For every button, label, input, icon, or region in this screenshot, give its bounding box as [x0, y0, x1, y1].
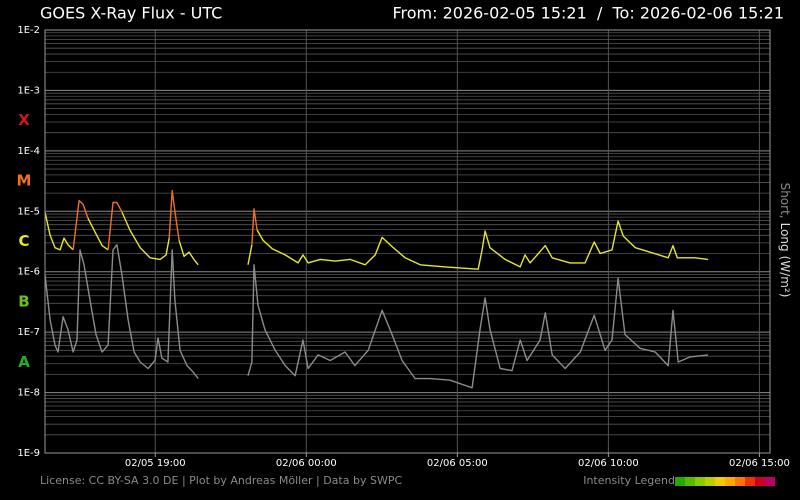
flux-line [107, 201, 123, 250]
intensity-swatch [675, 477, 685, 486]
flux-line [121, 211, 170, 261]
y-tick-label: 1E-5 [17, 206, 40, 217]
axis-label: Short, Long (W/m²) [779, 183, 793, 298]
intensity-swatch [755, 477, 765, 486]
flux-class-label: B [18, 292, 29, 310]
x-tick-label: 02/05 19:00 [125, 458, 186, 469]
intensity-swatch [705, 477, 715, 486]
flux-line [72, 199, 89, 250]
flux-line [87, 217, 109, 251]
legend-short: Short [779, 183, 793, 215]
legend-long: Long [779, 223, 793, 252]
axis-label-separator: , [779, 215, 793, 219]
flux-class-label: M [17, 172, 32, 190]
y-tick-label: 1E-6 [17, 267, 40, 278]
plot-lines [44, 189, 709, 389]
y-tick-label: 1E-4 [17, 146, 40, 157]
flux-line [44, 244, 199, 380]
intensity-swatch [725, 477, 735, 486]
flux-line [247, 244, 253, 265]
intensity-legend-label: Intensity Legend [583, 474, 675, 487]
y-tick-label: 1E-7 [17, 327, 40, 338]
flux-line [247, 264, 709, 389]
intensity-swatch [685, 477, 695, 486]
chart-title: GOES X-Ray Flux - UTC [40, 4, 222, 23]
x-tick-label: 02/06 05:00 [427, 458, 488, 469]
intensity-swatch [745, 477, 755, 486]
flux-line [168, 189, 180, 241]
intensity-swatch [695, 477, 705, 486]
y-tick-label: 1E-3 [17, 85, 40, 96]
intensity-swatch [765, 477, 775, 486]
x-tick-label: 02/06 15:00 [729, 458, 790, 469]
y-tick-label: 1E-8 [17, 388, 40, 399]
flux-class-label: X [18, 111, 30, 129]
x-tick-label: 02/06 10:00 [578, 458, 639, 469]
plot-frame [44, 29, 771, 454]
intensity-swatch [715, 477, 725, 486]
flux-class-label: A [18, 353, 30, 371]
flux-line [251, 208, 258, 245]
flux-class-label: C [18, 232, 29, 250]
intensity-swatch [735, 477, 745, 486]
flux-line [178, 240, 199, 266]
y-tick-label: 1E-2 [17, 25, 40, 36]
time-range: From: 2026-02-05 15:21 / To: 2026-02-06 … [392, 4, 784, 23]
axis-label-unit: (W/m²) [779, 256, 793, 298]
flux-line [256, 220, 709, 270]
x-tick-label: 02/06 00:00 [276, 458, 337, 469]
flux-line [44, 211, 74, 251]
y-tick-label: 1E-9 [17, 448, 40, 459]
footer: License: CC BY-SA 3.0 DE | Plot by Andre… [40, 474, 402, 487]
